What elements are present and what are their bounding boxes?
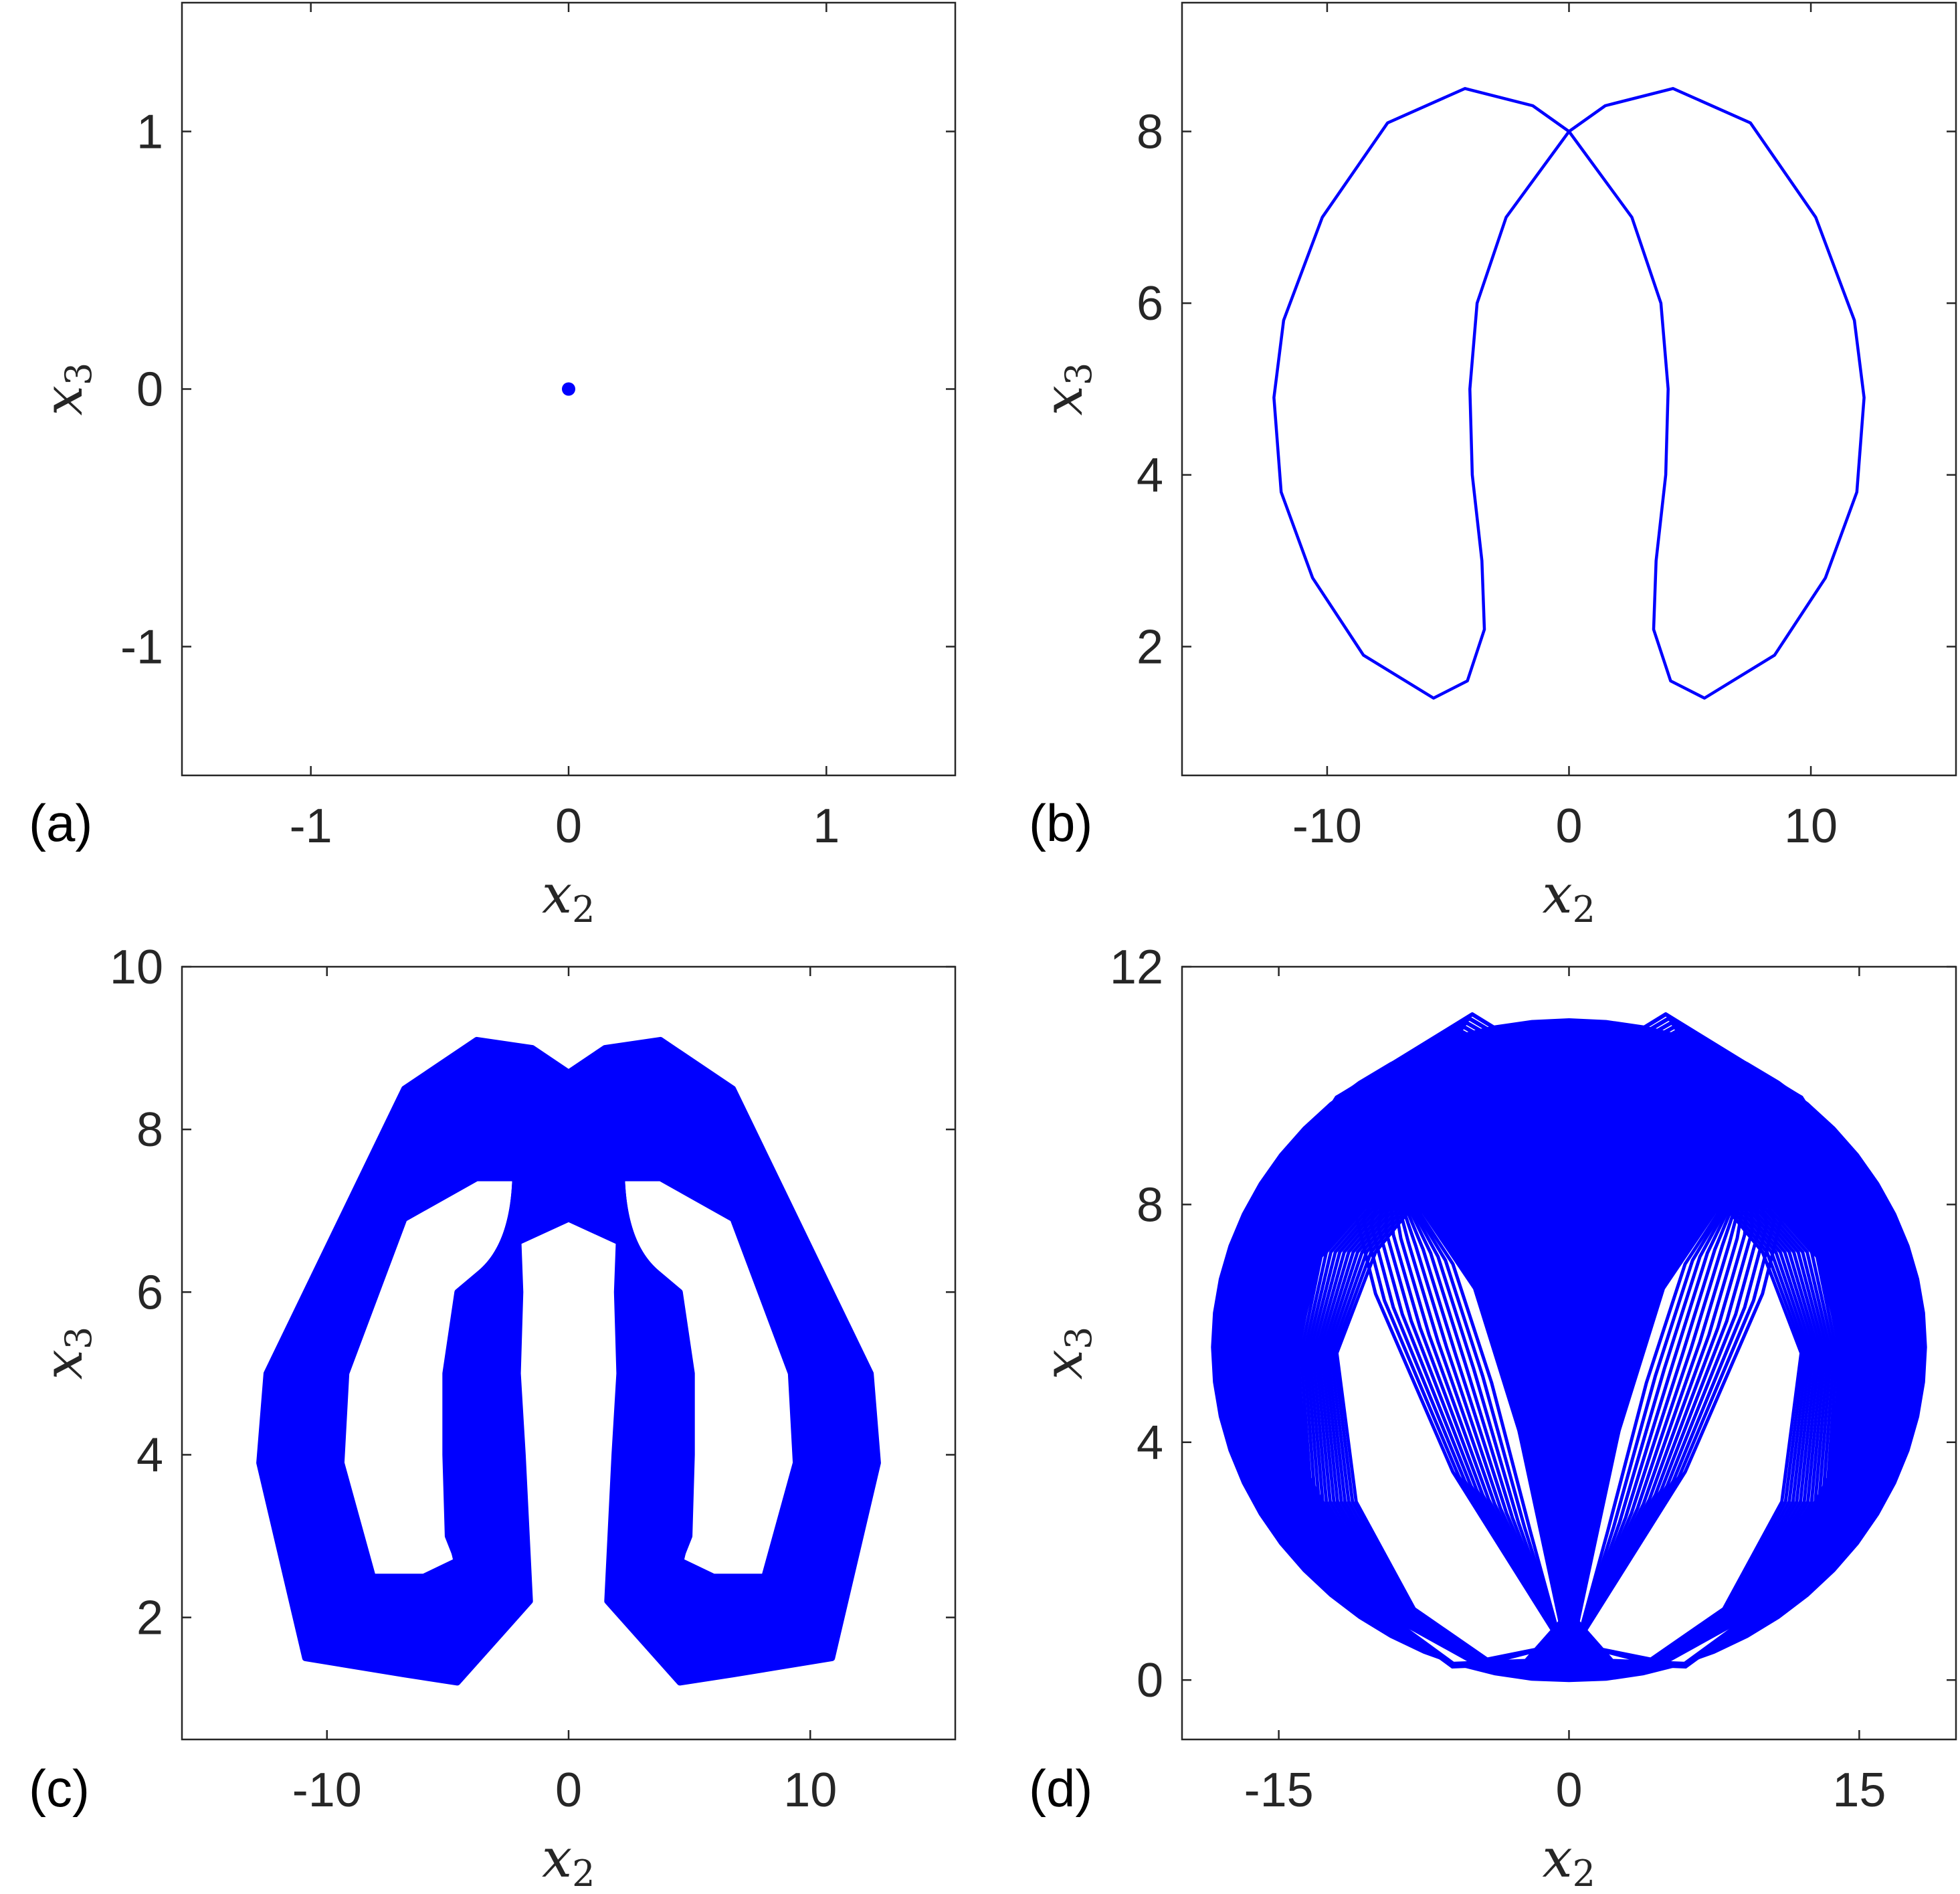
y-axis-label-subscript: 3 (58, 363, 100, 385)
limit-cycle-right-lobe (1567, 87, 1866, 700)
axes-frame (1181, 1, 1957, 777)
plot-area (256, 1036, 881, 1686)
y-axis-label-subscript: 3 (1058, 1327, 1100, 1349)
y-tick-label: 6 (1137, 277, 1163, 330)
attractor-orbit (1484, 1167, 1565, 1640)
y-tick-label: 12 (1110, 941, 1163, 994)
panel-label: (c) (29, 1759, 90, 1818)
y-tick-label: 0 (136, 363, 163, 417)
plot-area (1211, 1012, 1927, 1683)
attractor-orbit (1573, 1167, 1693, 1640)
x-tick-label: -10 (1292, 799, 1362, 853)
x-axis-label-subscript: 2 (1573, 888, 1595, 931)
attractor-orbit (1573, 1167, 1648, 1640)
panel-a: -1 0 1 -1 0 1 x2 x3 (a) (29, 1, 957, 931)
y-axis-label-subscript: 3 (1058, 363, 1100, 385)
trajectory-band (256, 1036, 572, 1686)
attractor-orbit (1432, 1167, 1565, 1640)
attractor-orbit (1575, 1185, 1842, 1664)
panel-d: -15 0 15 0 4 8 12 x2 x3 (d) (1029, 941, 1957, 1894)
y-axis-label: x3 (32, 363, 100, 415)
x-tick-label: -1 (290, 799, 332, 853)
attractor-orbit (1573, 1167, 1661, 1640)
attractor-orbit (1215, 1012, 1571, 1355)
attractor-orbit (1567, 1012, 1923, 1355)
x-tick-label: 15 (1832, 1764, 1886, 1817)
y-tick-label: 6 (136, 1266, 163, 1319)
x-tick-label: 0 (555, 799, 582, 853)
panel-label: (a) (29, 793, 92, 852)
x-axis-label-subscript: 2 (1573, 1853, 1595, 1894)
attractor-orbit (1573, 1167, 1700, 1640)
y-axis-label: x3 (1032, 363, 1100, 415)
y-tick-label: 4 (136, 1428, 163, 1482)
y-tick-label: 8 (1137, 1178, 1163, 1232)
x-tick-label: 10 (1784, 799, 1838, 853)
attractor-orbit (1470, 1167, 1565, 1640)
x-axis-label: x2 (542, 1827, 595, 1894)
y-tick-label: -1 (120, 621, 163, 674)
plot-area (1272, 87, 1866, 700)
y-axis-label: x3 (1032, 1327, 1100, 1380)
y-axis-label-subscript: 3 (58, 1327, 100, 1349)
x-tick-label: -10 (292, 1764, 362, 1817)
x-axis-label-subscript: 2 (572, 888, 595, 931)
trajectory-band (565, 1036, 881, 1686)
attractor-orbit (1445, 1167, 1565, 1640)
y-tick-label: 4 (1137, 1416, 1163, 1470)
x-tick-label: 0 (1555, 799, 1582, 853)
attractor-orbit (1573, 1167, 1668, 1640)
x-tick-label: -15 (1244, 1764, 1314, 1817)
x-axis-label: x2 (1543, 1827, 1595, 1894)
x-tick-label: 0 (555, 1764, 582, 1817)
x-tick-label: 10 (783, 1764, 837, 1817)
limit-cycle-left-lobe (1272, 87, 1571, 700)
attractor-orbit (1573, 1167, 1706, 1640)
y-tick-label: 2 (136, 1592, 163, 1645)
x-axis-label: x2 (1543, 863, 1595, 931)
panel-c: -10 0 10 2 4 6 8 10 x2 x3 (c) (29, 941, 957, 1894)
panel-label: (d) (1029, 1759, 1092, 1818)
y-axis-label: x3 (32, 1327, 100, 1380)
attractor-orbit (1573, 1167, 1654, 1640)
y-tick-label: 0 (1137, 1654, 1163, 1707)
panel-b: -10 0 10 2 4 6 8 x2 x3 (b) (1029, 1, 1957, 931)
y-tick-label: 4 (1137, 449, 1163, 502)
fixed-point-marker (562, 382, 575, 396)
x-axis-label-subscript: 2 (572, 1853, 595, 1894)
y-tick-label: 8 (1137, 106, 1163, 159)
attractor-orbit (1438, 1167, 1565, 1640)
y-tick-label: 2 (1137, 621, 1163, 674)
attractor-orbit (1490, 1167, 1565, 1640)
x-tick-label: 1 (813, 799, 840, 853)
x-tick-label: 0 (1555, 1764, 1582, 1817)
y-tick-label: 8 (136, 1103, 163, 1157)
plot-area (562, 382, 575, 396)
y-tick-label: 1 (136, 106, 163, 159)
panel-label: (b) (1029, 793, 1092, 852)
x-axis-label: x2 (542, 863, 595, 931)
y-tick-label: 10 (110, 941, 163, 994)
attractor-orbit (1296, 1185, 1563, 1664)
attractor-orbit (1477, 1167, 1565, 1640)
